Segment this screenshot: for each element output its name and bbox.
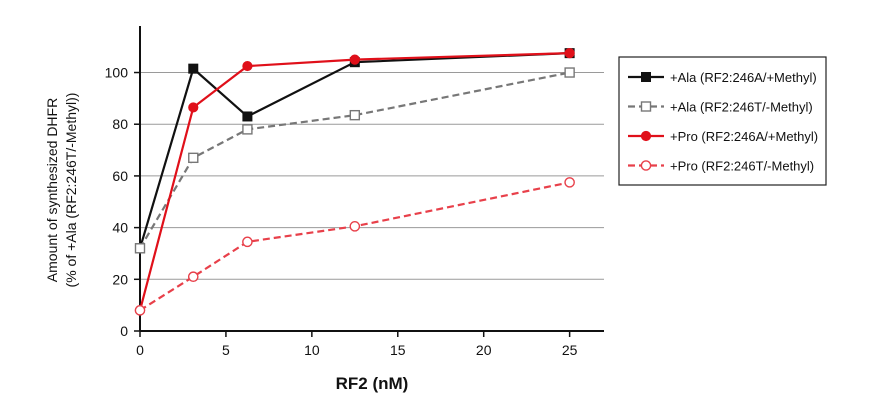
legend-label: +Ala (RF2:246A/+Methyl) [670, 70, 817, 85]
data-point [187, 271, 199, 283]
y-tick-label: 100 [105, 65, 129, 81]
data-point [188, 102, 199, 113]
data-point [564, 48, 575, 59]
data-point [349, 221, 361, 232]
series-2 [134, 67, 575, 254]
x-tick-label: 0 [136, 342, 144, 358]
legend-entry: +Ala (RF2:246T/-Methyl) [628, 100, 813, 115]
series-line [138, 52, 570, 311]
data-point [134, 243, 146, 254]
data-point [188, 63, 199, 74]
legend-entry: +Pro (RF2:246A/+Methyl) [628, 129, 818, 144]
data-point [242, 60, 253, 72]
series-3 [134, 48, 575, 316]
data-point [349, 109, 361, 121]
x-tick-label: 10 [304, 342, 320, 358]
y-tick-label: 0 [120, 323, 128, 339]
data-point [134, 305, 146, 316]
legend: +Ala (RF2:246A/+Methyl) +Ala (RF2:246T/-M… [618, 56, 827, 186]
legend-entry: +Pro (RF2:246T/-Methyl) [628, 159, 814, 174]
y-ticks: 0 20 40 60 80 100 [105, 65, 140, 339]
legend-marker [640, 130, 652, 142]
y-axis-label-line1: Amount of synthesized DHFR [44, 98, 60, 282]
series [134, 48, 575, 316]
axes [139, 26, 604, 332]
legend-label: +Pro (RF2:246T/-Methyl) [670, 159, 814, 174]
legend-label: +Ala (RF2:246T/-Methyl) [670, 100, 813, 115]
legend-entry: +Ala (RF2:246A/+Methyl) [628, 70, 817, 85]
y-tick-label: 40 [112, 220, 128, 236]
data-point [242, 111, 253, 122]
x-tick-label: 5 [222, 342, 230, 358]
legend-marker [640, 160, 652, 171]
y-tick-label: 80 [112, 116, 128, 132]
data-point [564, 177, 575, 188]
series-line [139, 181, 570, 312]
gridlines [140, 72, 604, 280]
data-point [242, 236, 253, 248]
y-tick-label: 20 [112, 271, 128, 287]
legend-marker [641, 72, 651, 82]
x-tick-label: 20 [476, 342, 492, 358]
legend-marker [640, 101, 652, 112]
y-tick-label: 60 [112, 168, 128, 184]
x-tick-label: 15 [390, 342, 406, 358]
x-tick-label: 25 [562, 342, 578, 358]
data-point [564, 67, 575, 78]
data-point [188, 152, 199, 164]
y-axis-label-line2: (% of +Ala (RF2:246T/-Methyl)) [63, 93, 79, 288]
legend-box [618, 56, 827, 186]
data-point [349, 54, 360, 65]
data-point [242, 124, 253, 135]
series-4 [134, 177, 575, 316]
series-line [138, 52, 570, 249]
x-ticks: 0 5 10 15 20 25 [136, 331, 578, 358]
x-axis-label: RF2 (nM) [336, 374, 409, 393]
legend-label: +Pro (RF2:246A/+Methyl) [670, 129, 818, 144]
